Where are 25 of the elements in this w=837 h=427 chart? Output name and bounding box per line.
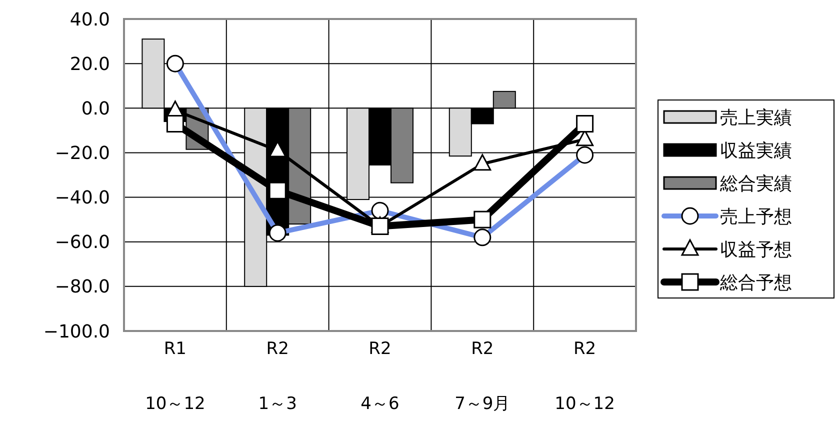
y-tick-label: 0.0 bbox=[81, 98, 110, 120]
legend-label: 収益予想 bbox=[720, 239, 792, 260]
category-label: R2 1～3 bbox=[258, 338, 297, 414]
point bbox=[576, 114, 594, 132]
legend-label: 収益実績 bbox=[720, 140, 792, 162]
legend-label: 売上予想 bbox=[720, 206, 792, 228]
y-tick-label: −60.0 bbox=[54, 232, 110, 254]
point bbox=[474, 154, 492, 171]
y-tick-label: 40.0 bbox=[70, 9, 110, 30]
y-tick-label: −100.0 bbox=[43, 321, 110, 342]
y-tick-label: −40.0 bbox=[54, 188, 110, 209]
legend-label: 総合実績 bbox=[719, 173, 792, 194]
point bbox=[166, 114, 184, 132]
point bbox=[268, 182, 286, 200]
y-tick-label: 20.0 bbox=[70, 54, 110, 75]
point bbox=[474, 210, 492, 228]
y-tick-label: −20.0 bbox=[54, 143, 110, 164]
y-tick-label: −80.0 bbox=[54, 276, 110, 298]
category-label: R2 7～9月 bbox=[454, 338, 510, 414]
category-label: R2 4～6 bbox=[360, 338, 400, 414]
category-label: R1 10～12 bbox=[145, 338, 206, 414]
legend-label: 総合予想 bbox=[719, 272, 792, 294]
legend-label: 売上実績 bbox=[720, 107, 792, 128]
category-label: R2 10～12 bbox=[554, 338, 615, 414]
point bbox=[371, 218, 389, 236]
